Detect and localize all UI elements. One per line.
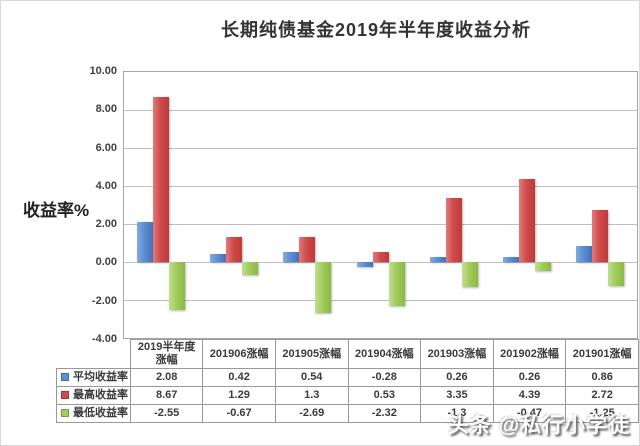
bar-最低收益率-201901涨幅: [608, 262, 625, 286]
table-value-cell: -1.25: [565, 404, 639, 423]
bar-平均收益率-201903涨幅: [429, 257, 446, 262]
bar-平均收益率-201902涨幅: [503, 257, 520, 262]
bar-平均收益率-201906涨幅: [209, 254, 226, 262]
y-tick-label: -2.00: [91, 294, 117, 307]
table-value-cell: 2.72: [565, 386, 639, 405]
table-value-cell: 3.35: [420, 386, 494, 405]
bar-最低收益率-201903涨幅: [461, 262, 478, 287]
legend-swatch-icon: [61, 409, 69, 417]
bar-最低收益率-201902涨幅: [535, 262, 552, 271]
gridline: [124, 300, 637, 301]
gridline: [124, 224, 637, 225]
table-column-header: 201905涨幅: [274, 339, 349, 369]
bar-最低收益率-201905涨幅: [315, 262, 332, 314]
table-value-cell: -2.55: [129, 404, 204, 423]
data-table: 2019半年度涨幅 201906涨幅 201905涨幅 201904涨幅 201903涨…: [56, 339, 639, 423]
table-value-cell: -2.69: [274, 404, 349, 423]
bar-最高收益率-201902涨幅: [519, 178, 536, 262]
y-tick-label: 4.00: [95, 179, 117, 192]
table-value-cell: 2.08: [129, 368, 204, 387]
bar-最高收益率-201905涨幅: [299, 237, 316, 262]
y-axis-label: 收益率%: [23, 201, 90, 220]
bar-最低收益率-2019半年度涨幅: [168, 262, 185, 311]
table-row: 最高收益率 8.67 1.29 1.3 0.53 3.35 4.39 2.72: [56, 386, 639, 405]
y-tick-label: -4.00: [91, 333, 117, 345]
y-tick-label: 0.00: [95, 256, 117, 269]
gridline: [124, 186, 637, 187]
bar-平均收益率-201901涨幅: [576, 245, 593, 262]
bar-平均收益率-201905涨幅: [283, 251, 300, 262]
table-column-header: 201906涨幅: [202, 339, 276, 369]
table-value-cell: 8.67: [129, 386, 204, 405]
table-value-cell: 0.54: [274, 368, 349, 387]
table-value-cell: -1.3: [420, 404, 494, 423]
legend-key-最低收益率: 最低收益率: [56, 404, 131, 423]
bar-最低收益率-201906涨幅: [241, 262, 258, 275]
table-column-header: 201904涨幅: [347, 339, 422, 369]
table-value-cell: 1.29: [202, 386, 276, 405]
table-corner-cell: [57, 340, 131, 369]
table-value-cell: 0.26: [492, 368, 567, 387]
bar-最高收益率-201903涨幅: [445, 198, 462, 262]
table-column-header: 2019半年度涨幅: [129, 339, 204, 369]
table-value-cell: 4.39: [492, 386, 567, 405]
bar-最高收益率-201906涨幅: [225, 237, 242, 262]
y-tick-label: 10.00: [89, 65, 117, 77]
gridline: [124, 262, 637, 263]
table-column-header: 201902涨幅: [492, 339, 567, 369]
table-value-cell: 0.86: [565, 368, 639, 387]
bar-最高收益率-201901涨幅: [592, 210, 609, 262]
table-column-header: 201901涨幅: [565, 339, 639, 369]
table-value-cell: 0.26: [420, 368, 494, 387]
table-value-cell: -2.32: [347, 404, 422, 423]
gridline: [124, 110, 637, 111]
gridline: [124, 148, 637, 149]
table-value-cell: 0.53: [347, 386, 422, 405]
bar-平均收益率-201904涨幅: [356, 262, 373, 268]
table-value-cell: -0.28: [347, 368, 422, 387]
y-tick-label: 2.00: [95, 218, 117, 231]
table-value-cell: -0.67: [202, 404, 276, 423]
y-tick-label: 8.00: [95, 103, 117, 116]
legend-key-最高收益率: 最高收益率: [56, 386, 131, 405]
y-tick-label: 6.00: [95, 141, 117, 154]
legend-key-平均收益率: 平均收益率: [56, 368, 131, 387]
chart-title: 长期纯债基金2019年半年度收益分析: [220, 20, 532, 40]
table-value-cell: 0.42: [202, 368, 276, 387]
plot-area: [123, 71, 638, 339]
bar-最低收益率-201904涨幅: [388, 262, 405, 307]
table-row: 最低收益率 -2.55 -0.67 -2.69 -2.32 -1.3 -0.47 -1.25: [56, 404, 639, 423]
legend-swatch-icon: [61, 373, 69, 381]
table-row: 平均收益率 2.08 0.42 0.54 -0.28 0.26 0.26 0.86: [56, 368, 639, 387]
watermark: 头条 @私行小学徒: [447, 414, 630, 437]
bar-最高收益率-201904涨幅: [372, 251, 389, 262]
table-value-cell: -0.47: [492, 404, 567, 423]
legend-swatch-icon: [61, 391, 69, 399]
bar-平均收益率-2019半年度涨幅: [136, 222, 153, 262]
table-column-header: 201903涨幅: [420, 339, 494, 369]
table-value-cell: 1.3: [274, 386, 349, 405]
bar-最高收益率-2019半年度涨幅: [152, 97, 169, 262]
